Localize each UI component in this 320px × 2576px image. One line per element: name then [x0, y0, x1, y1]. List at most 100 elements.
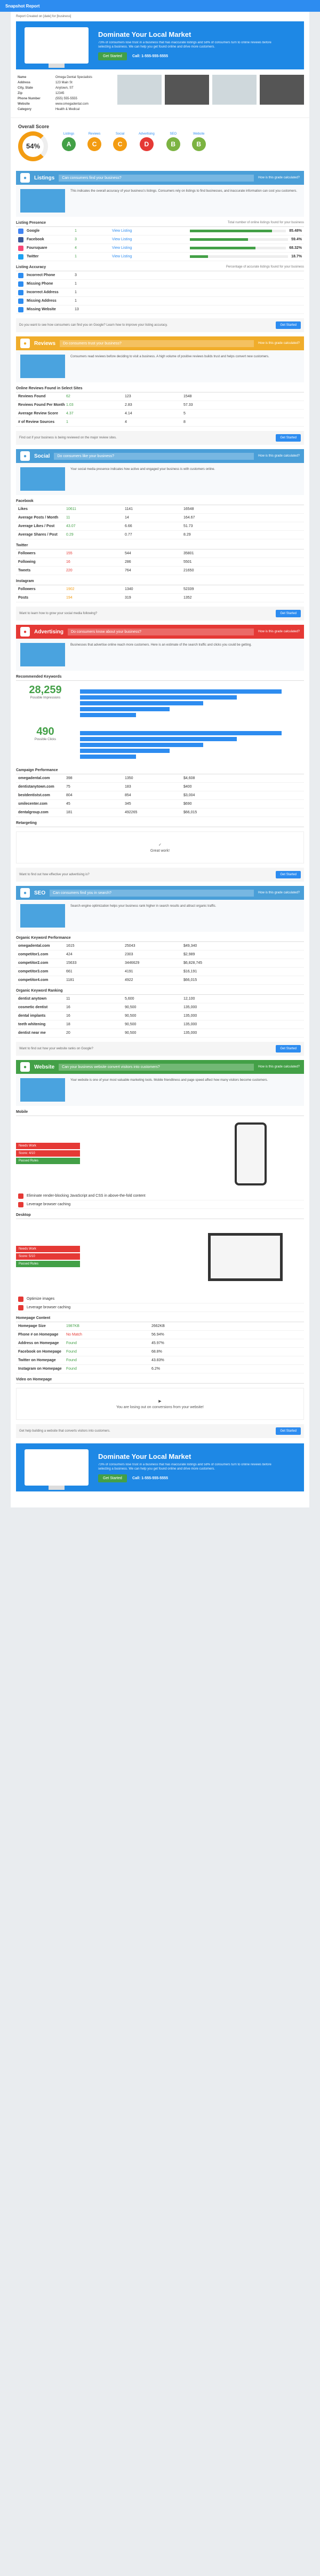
subsection-title: Recommended Keywords: [16, 675, 304, 681]
row-value: 0.29: [66, 533, 74, 537]
footer-get-started-button[interactable]: Get Started: [98, 1474, 127, 1483]
intro-text: Your social media presence indicates how…: [70, 468, 215, 471]
section-title: Reviews: [34, 340, 56, 347]
source-bar: [190, 247, 286, 249]
help-link[interactable]: How is this grade calculated?: [258, 454, 300, 458]
row-name: dental implants: [18, 1014, 46, 1018]
grade-advertising[interactable]: Advertising D: [139, 132, 155, 153]
top-bar: Snapshot Report: [0, 0, 320, 12]
source-name: Foursquare: [27, 246, 47, 250]
business-key: Category: [18, 108, 32, 111]
source-count: 3: [75, 238, 77, 241]
monitor-icon: [25, 1449, 89, 1490]
accuracy-row: Missing Phone 1: [16, 280, 304, 288]
business-table: Name Omega Dental Specialists Address 123 M…: [16, 75, 112, 112]
grade-website[interactable]: Website B: [191, 132, 206, 153]
grade-label: SEO: [170, 132, 177, 136]
row-value: Found: [66, 1367, 77, 1371]
row-name: Reviews Found: [18, 395, 46, 398]
help-link[interactable]: How is this grade calculated?: [258, 1065, 300, 1069]
phone-number: Call: 1-555-555-5555: [132, 54, 168, 59]
report-meta: Report Created on [date] for [business]: [11, 12, 309, 21]
subsection-title: Retargeting: [16, 821, 304, 827]
row-name: Facebook on Homepage: [18, 1350, 61, 1354]
grade-social[interactable]: Social C: [113, 132, 127, 153]
row-leader: 135,000: [183, 1006, 197, 1009]
cta-button[interactable]: Get Started: [276, 321, 301, 329]
table-row: Average Review Score 4.37 4.14 5: [16, 410, 304, 418]
subsection-desc: Percentage of accurate listings found fo…: [226, 265, 304, 269]
row-leader: 12,100: [183, 997, 195, 1001]
row-leader: $49,340: [183, 944, 197, 948]
table-row: bestdentistst.com 804 854 $3,004: [16, 791, 304, 800]
table-row: Following 16 286 5501: [16, 558, 304, 567]
row-value: 1.03: [66, 403, 74, 407]
help-link[interactable]: How is this grade calculated?: [258, 342, 300, 345]
grade-listings[interactable]: Listings A: [62, 132, 76, 153]
speed-list: Needs Work Score: 5/10 Passed Rules: [16, 1246, 80, 1268]
view-listing-link[interactable]: View Listing: [112, 229, 132, 233]
grade-reviews[interactable]: Reviews C: [87, 132, 102, 153]
row-name: Average Shares / Post: [18, 533, 58, 537]
speed-item: Passed Rules: [16, 1158, 80, 1164]
bar-row: [80, 737, 304, 741]
row-value: 661: [66, 970, 73, 973]
view-listing-link[interactable]: View Listing: [112, 238, 132, 241]
row-name: teeth whitening: [18, 1023, 46, 1026]
subsection-label: Twitter: [16, 544, 28, 547]
help-link[interactable]: How is this grade calculated?: [258, 630, 300, 633]
homepage-row: Instagram on Homepage Found 6.2%: [16, 1365, 304, 1373]
accuracy-name: Missing Website: [27, 308, 56, 311]
row-value: 398: [66, 776, 73, 780]
grade-seo[interactable]: SEO B: [166, 132, 180, 153]
error-icon: [18, 1305, 23, 1310]
table-row: Posts 194 319 1352: [16, 594, 304, 602]
row-name: omegadental.com: [18, 776, 50, 780]
business-value: Health & Medical: [55, 108, 80, 111]
row-value: 424: [66, 953, 73, 956]
view-listing-link[interactable]: View Listing: [112, 255, 132, 258]
help-link[interactable]: How is this grade calculated?: [258, 891, 300, 894]
stat-number: 490: [36, 726, 54, 737]
cta-button[interactable]: Get Started: [276, 1427, 301, 1435]
row-average: 2662KB: [151, 1324, 165, 1328]
table-row: dentalgroup.com 181 492265 $66,015: [16, 808, 304, 817]
row-average: 345: [125, 802, 131, 806]
get-started-button[interactable]: Get Started: [98, 52, 127, 61]
subsection-title: Twitter: [16, 544, 304, 549]
source-name: Facebook: [27, 238, 44, 241]
cta-button[interactable]: Get Started: [276, 434, 301, 442]
cta-button[interactable]: Get Started: [276, 610, 301, 617]
row-name: Followers: [18, 587, 36, 591]
row-name: Average Likes / Post: [18, 524, 55, 528]
mobile-preview: Needs Work Score: 4/10 Passed Rules: [16, 1119, 304, 1189]
bar-fill: [190, 247, 256, 249]
source-bar: [190, 255, 289, 258]
section-illustration: [20, 467, 65, 491]
accuracy-row: Missing Address 1: [16, 297, 304, 305]
section-illustration: [20, 643, 65, 666]
accuracy-name: Missing Address: [27, 299, 57, 303]
row-average: 4.14: [125, 412, 132, 415]
section-illustration: [20, 189, 65, 213]
row-average: 4922: [125, 978, 133, 982]
business-key: Name: [18, 76, 27, 79]
row-leader: 52339: [183, 587, 194, 591]
row-name: dentalgroup.com: [18, 811, 49, 814]
bar: [80, 707, 170, 711]
keyword-chart: 490 Possible Clicks: [16, 726, 304, 764]
bar-fill: [190, 230, 273, 232]
view-listing-link[interactable]: View Listing: [112, 246, 132, 250]
help-link[interactable]: How is this grade calculated?: [258, 176, 300, 179]
cta-button[interactable]: Get Started: [276, 1045, 301, 1053]
section-intro: Your social media presence indicates how…: [16, 463, 304, 495]
cta-button[interactable]: Get Started: [276, 871, 301, 878]
desktop-frame: [208, 1233, 283, 1281]
accuracy-name: Missing Phone: [27, 282, 53, 286]
bar-chart: [80, 684, 304, 722]
section-question: Can your business website convert visito…: [59, 1063, 254, 1071]
great-text: Great work!: [150, 849, 170, 853]
row-name: Likes: [18, 507, 28, 511]
row-name: Average Posts / Month: [18, 516, 59, 520]
row-leader: 1352: [183, 596, 192, 600]
